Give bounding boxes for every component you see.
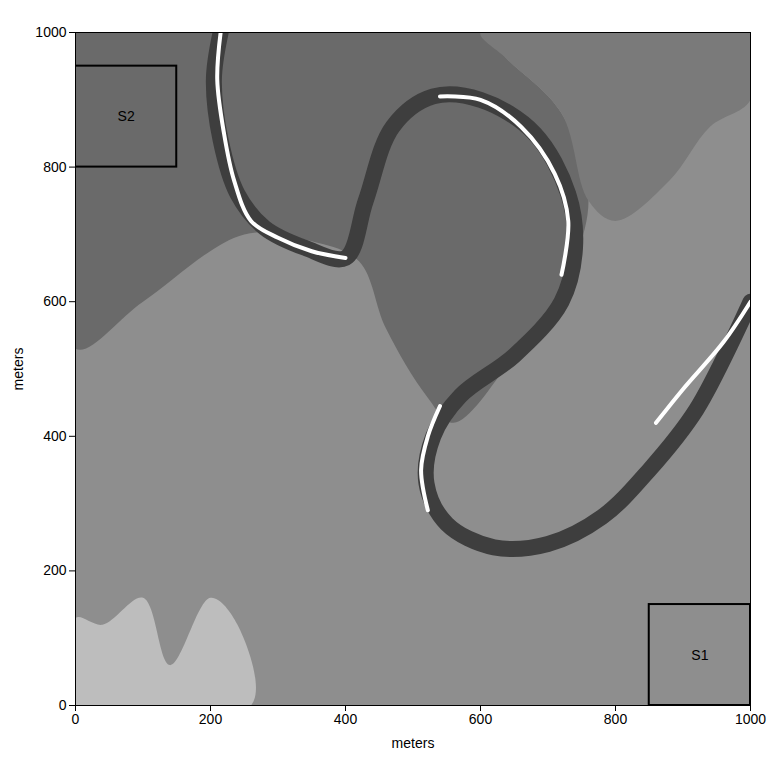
svg-text:0: 0 bbox=[59, 697, 67, 713]
svg-text:S1: S1 bbox=[691, 647, 708, 663]
svg-text:0: 0 bbox=[72, 711, 80, 727]
svg-text:meters: meters bbox=[10, 348, 26, 391]
svg-text:800: 800 bbox=[43, 159, 67, 175]
svg-text:600: 600 bbox=[469, 711, 493, 727]
svg-text:400: 400 bbox=[334, 711, 358, 727]
svg-text:200: 200 bbox=[199, 711, 223, 727]
svg-text:1000: 1000 bbox=[735, 711, 766, 727]
svg-text:400: 400 bbox=[43, 428, 67, 444]
svg-text:S2: S2 bbox=[118, 108, 135, 124]
svg-text:200: 200 bbox=[43, 562, 67, 578]
svg-text:meters: meters bbox=[392, 735, 435, 751]
svg-text:800: 800 bbox=[604, 711, 628, 727]
svg-text:1000: 1000 bbox=[35, 24, 66, 40]
svg-text:600: 600 bbox=[43, 293, 67, 309]
